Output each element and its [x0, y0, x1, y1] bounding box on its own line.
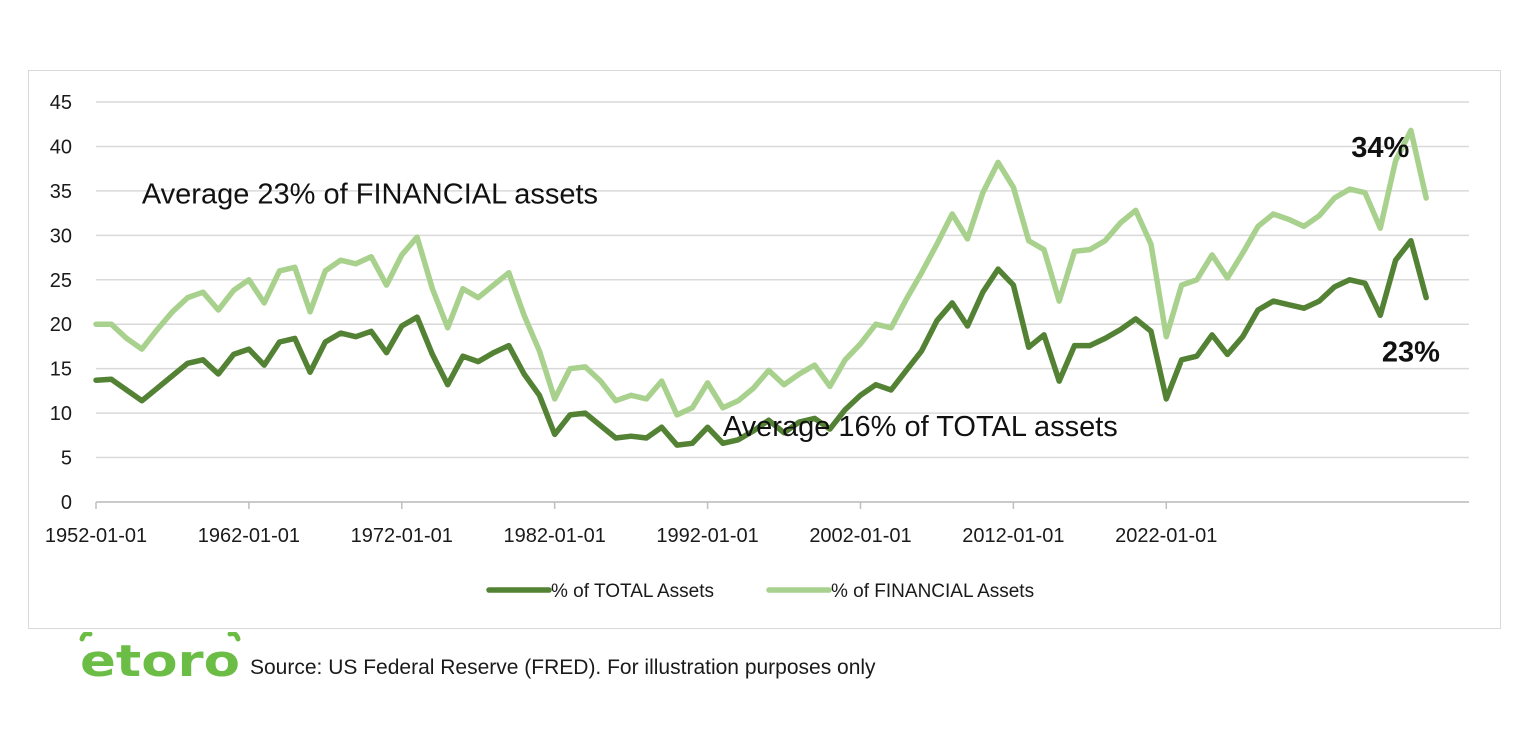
line-chart: 0 5 10 15 20 25 30 35 40 45 1952-01-01 1962-01-01 19…: [45, 92, 1469, 602]
legend-label-total: % of TOTAL Assets: [551, 581, 714, 602]
annotation-label_23: 23%: [1382, 337, 1440, 369]
series-line-financial: [93, 127, 1429, 418]
x-tick-label: 2012-01-01: [962, 525, 1064, 547]
etoro-logo: etoro: [79, 632, 241, 682]
y-tick-label: 0: [61, 492, 72, 514]
svg-text:etoro: etoro: [80, 636, 240, 682]
x-tick-label: 2022-01-01: [1115, 525, 1217, 547]
y-tick-label: 45: [50, 92, 72, 114]
y-tick-label: 10: [50, 403, 72, 425]
y-tick-label: 15: [50, 359, 72, 381]
annotation-label_34: 34%: [1351, 132, 1409, 164]
annotation-avg_financial: Average 23% of FINANCIAL assets: [142, 178, 598, 210]
chart-frame: 0 5 10 15 20 25 30 35 40 45 1952-01-01 1962-01-01 19…: [28, 70, 1501, 629]
annotation-avg_total: Average 16% of TOTAL assets: [723, 411, 1118, 443]
y-tick-label: 40: [50, 136, 72, 158]
y-tick-label: 30: [50, 225, 72, 247]
x-tick-label: 1992-01-01: [656, 525, 758, 547]
x-tick-label: 1982-01-01: [504, 525, 606, 547]
series-line-total: [93, 237, 1429, 448]
y-tick-label: 5: [61, 448, 72, 470]
source-note: Source: US Federal Reserve (FRED). For i…: [250, 656, 876, 679]
legend-label-financial: % of FINANCIAL Assets: [831, 581, 1034, 602]
x-tick-label: 1952-01-01: [45, 525, 147, 547]
x-tick-label: 1972-01-01: [351, 525, 453, 547]
x-tick-label: 2002-01-01: [809, 525, 911, 547]
y-tick-label: 20: [50, 314, 72, 336]
y-tick-label: 35: [50, 181, 72, 203]
x-tick-label: 1962-01-01: [198, 525, 300, 547]
y-tick-label: 25: [50, 270, 72, 292]
